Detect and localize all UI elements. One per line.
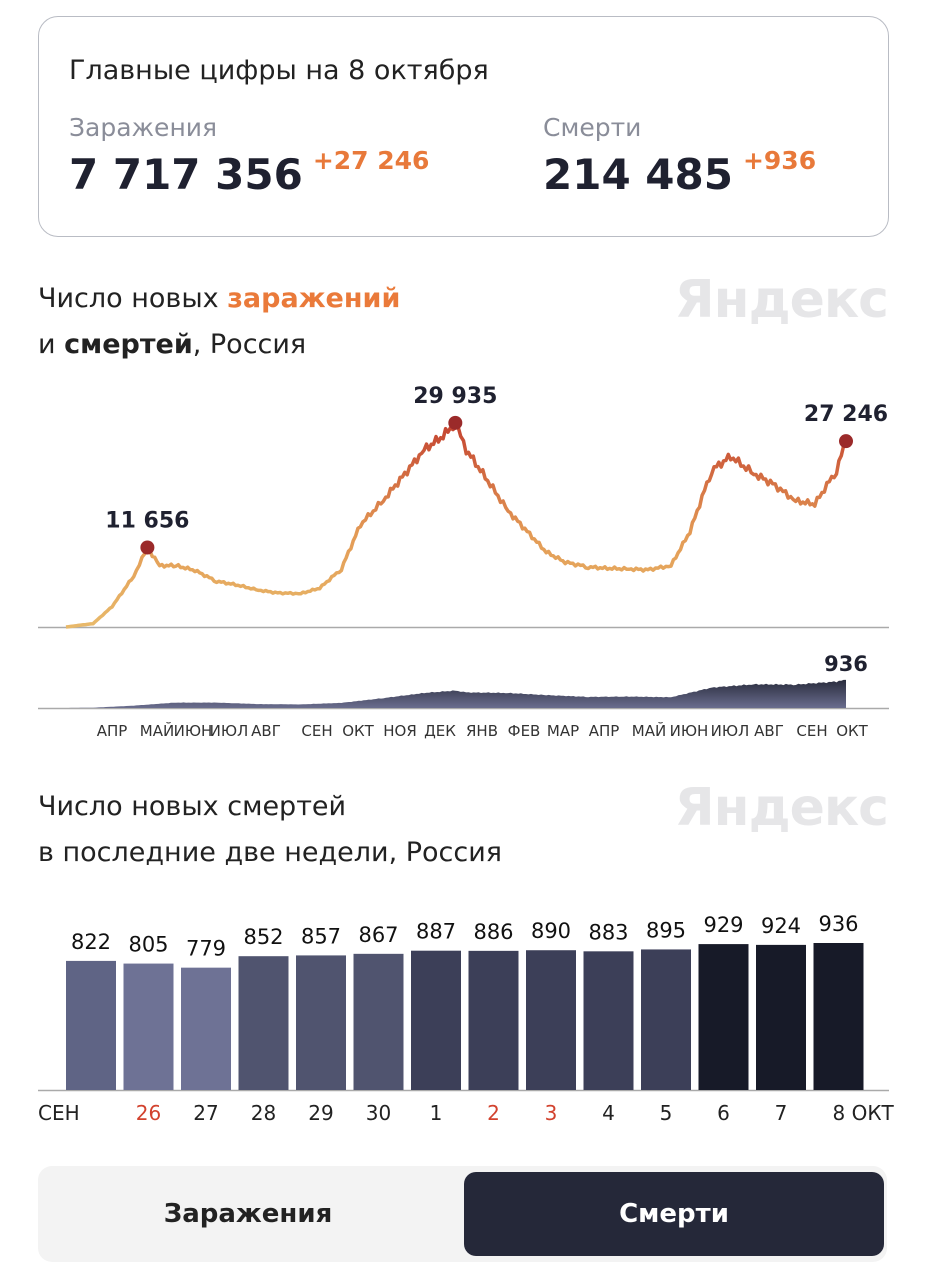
bar (238, 956, 289, 1090)
bar-value-label: 867 (358, 923, 398, 947)
bar-category-label: 29 (308, 1101, 333, 1125)
peak-label: 11 656 (105, 509, 189, 534)
month-tick-label: СЕН (301, 722, 332, 740)
month-tick-label: ФЕВ (508, 722, 541, 740)
bar (698, 944, 749, 1090)
bar (756, 944, 806, 1090)
month-tick-label: ДЕК (424, 722, 456, 740)
month-tick-label: СЕН (796, 722, 827, 740)
deaths-area (66, 679, 846, 708)
month-tick-label: АВГ (251, 722, 281, 740)
infections-value: 7 717 356 (69, 150, 303, 199)
bar-category-label: 27 (193, 1101, 218, 1125)
tab-infections[interactable]: Заражения (163, 1199, 333, 1229)
bar-category-label: 3 (545, 1101, 558, 1125)
summary-card: Главные цифры на 8 октября Заражения 7 7… (38, 16, 889, 237)
deaths-value: 214 485 (543, 150, 733, 199)
bar (583, 951, 634, 1090)
bar-value-label: 895 (646, 918, 686, 942)
bar-category-label: 26 (136, 1101, 161, 1125)
bar-category-label: СЕН (38, 1101, 80, 1125)
chart1-title: Число новых заражений и смертей, Россия (38, 276, 400, 368)
chart1-title-post: , Россия (192, 329, 307, 360)
peak-dot (448, 415, 463, 430)
bar (123, 963, 174, 1090)
month-tick-label: МАЙ (632, 721, 666, 740)
bar-value-label: 924 (761, 914, 801, 938)
bar-value-label: 852 (243, 925, 283, 949)
bar-value-label: 822 (71, 930, 111, 954)
bar-value-label: 779 (186, 937, 226, 961)
peak-label: 29 935 (413, 384, 497, 409)
bar-value-label: 936 (818, 912, 858, 936)
summary-title: Главные цифры на 8 октября (69, 55, 489, 86)
bar-value-label: 857 (301, 924, 341, 948)
metric-tabs: Заражения Смерти (38, 1166, 887, 1262)
deaths-stat: Смерти 214 485 +936 (543, 113, 816, 199)
infections-delta: +27 246 (312, 146, 430, 175)
bar-value-label: 883 (588, 920, 628, 944)
chart1-title-infections: заражений (227, 283, 401, 314)
month-tick-label: НОЯ (383, 722, 417, 740)
bar-category-label: 5 (660, 1101, 673, 1125)
month-tick-label: АПР (97, 722, 128, 740)
bar (353, 953, 404, 1090)
yandex-logo: Яндекс (674, 270, 889, 330)
yandex-logo-2: Яндекс (674, 778, 889, 838)
month-tick-label: ОКТ (342, 722, 374, 740)
infections-label: Заражения (69, 113, 218, 142)
bar-category-label: 30 (366, 1101, 391, 1125)
month-tick-label: АПР (589, 722, 620, 740)
bar (296, 955, 346, 1090)
bar (411, 950, 461, 1090)
month-tick-label: ИЮН (174, 722, 213, 740)
deaths-last-label: 936 (824, 652, 868, 676)
chart2-title: Число новых смертей в последние две неде… (38, 784, 502, 876)
tab-deaths[interactable]: Смерти (464, 1172, 884, 1256)
bar-value-label: 929 (703, 913, 743, 937)
bar-category-label: 8 ОКТ (833, 1101, 895, 1125)
month-tick-label: МАР (547, 722, 579, 740)
bar-category-label: 2 (487, 1101, 500, 1125)
bar-category-label: 6 (717, 1101, 730, 1125)
month-tick-label: ИЮЛ (210, 722, 249, 740)
peak-dot (140, 540, 155, 555)
peak-dot (839, 434, 853, 449)
bar-value-label: 886 (473, 920, 513, 944)
bar (181, 967, 231, 1090)
month-tick-label: ОКТ (836, 722, 868, 740)
chart2-title-line1: Число новых смертей (38, 791, 347, 822)
month-tick-label: МАЙ (140, 721, 174, 740)
chart1-title-and: и (38, 329, 65, 360)
bar-category-label: 1 (430, 1101, 443, 1125)
deaths-label: Смерти (543, 113, 642, 142)
bar-category-label: 28 (251, 1101, 276, 1125)
bar (66, 960, 116, 1090)
month-tick-label: ИЮН (670, 722, 709, 740)
chart1-title-pre: Число новых (38, 283, 228, 314)
bar (468, 950, 519, 1090)
bar (813, 943, 864, 1090)
bar-value-label: 805 (128, 933, 168, 957)
bar (641, 949, 691, 1090)
infections-stat: Заражения 7 717 356 +27 246 (69, 113, 429, 199)
bar-category-label: 7 (775, 1101, 788, 1125)
month-tick-label: АВГ (754, 722, 784, 740)
deaths-delta: +936 (742, 146, 817, 175)
bar (526, 950, 576, 1090)
chart1-title-deaths: смертей (64, 329, 193, 360)
bar-category-label: 4 (602, 1101, 615, 1125)
month-tick-label: ИЮЛ (711, 722, 750, 740)
bar-value-label: 890 (531, 919, 571, 943)
month-tick-label: ЯНВ (466, 722, 498, 740)
peak-label: 27 246 (804, 402, 888, 427)
chart2-title-line2: в последние две недели, Россия (38, 837, 503, 868)
bar-value-label: 887 (416, 920, 456, 944)
